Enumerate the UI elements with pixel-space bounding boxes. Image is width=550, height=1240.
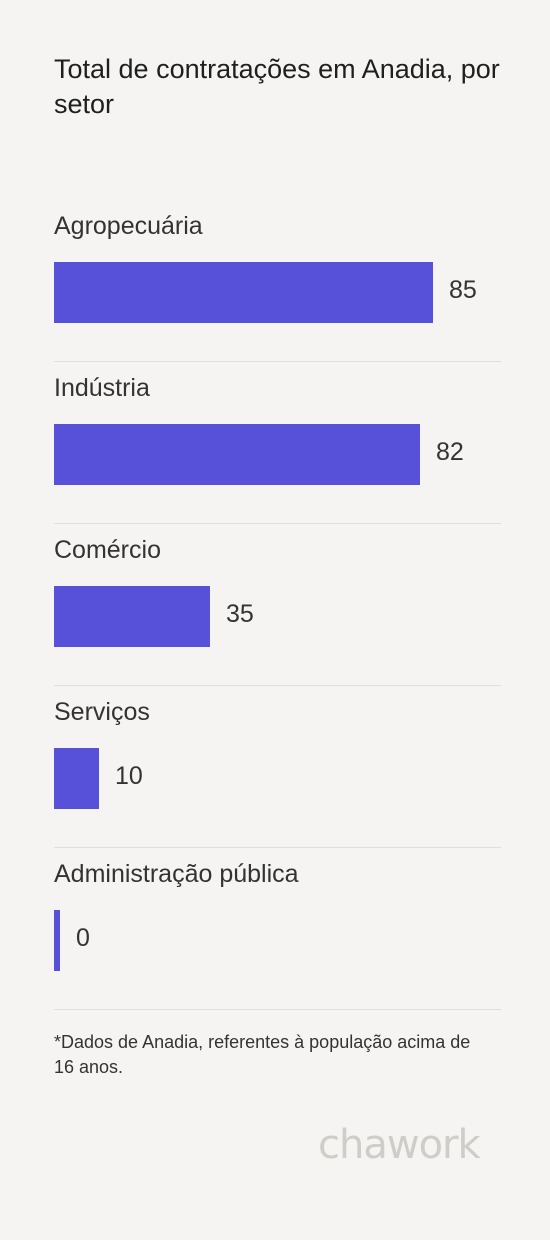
bar-row: Indústria 82: [54, 362, 501, 524]
bar: [54, 262, 433, 323]
chart-title: Total de contratações em Anadia, por set…: [54, 54, 500, 119]
footnote: *Dados de Anadia, referentes à população…: [54, 1032, 471, 1077]
category-label: Administração pública: [54, 860, 299, 888]
bar-row: Agropecuária 85: [54, 200, 501, 362]
bar-value-label: 0: [76, 924, 90, 952]
bar-value-label: 82: [436, 438, 464, 466]
bar-chart: Agropecuária 85 Indústria 82 Comércio 35 Servi…: [54, 200, 501, 1010]
chawork-logo: chawork: [318, 1122, 481, 1168]
bar-value-label: 10: [115, 762, 143, 790]
bar: [54, 586, 210, 647]
bar-value-label: 85: [449, 276, 477, 304]
category-label: Agropecuária: [54, 212, 203, 240]
bar-row: Comércio 35: [54, 524, 501, 686]
bar-row: Serviços 10: [54, 686, 501, 848]
category-label: Serviços: [54, 698, 150, 726]
bar: [54, 748, 99, 809]
bar: [54, 910, 60, 971]
category-label: Indústria: [54, 374, 150, 402]
bar: [54, 424, 420, 485]
bar-row: Administração pública 0: [54, 848, 501, 1010]
category-label: Comércio: [54, 536, 161, 564]
bar-value-label: 35: [226, 600, 254, 628]
